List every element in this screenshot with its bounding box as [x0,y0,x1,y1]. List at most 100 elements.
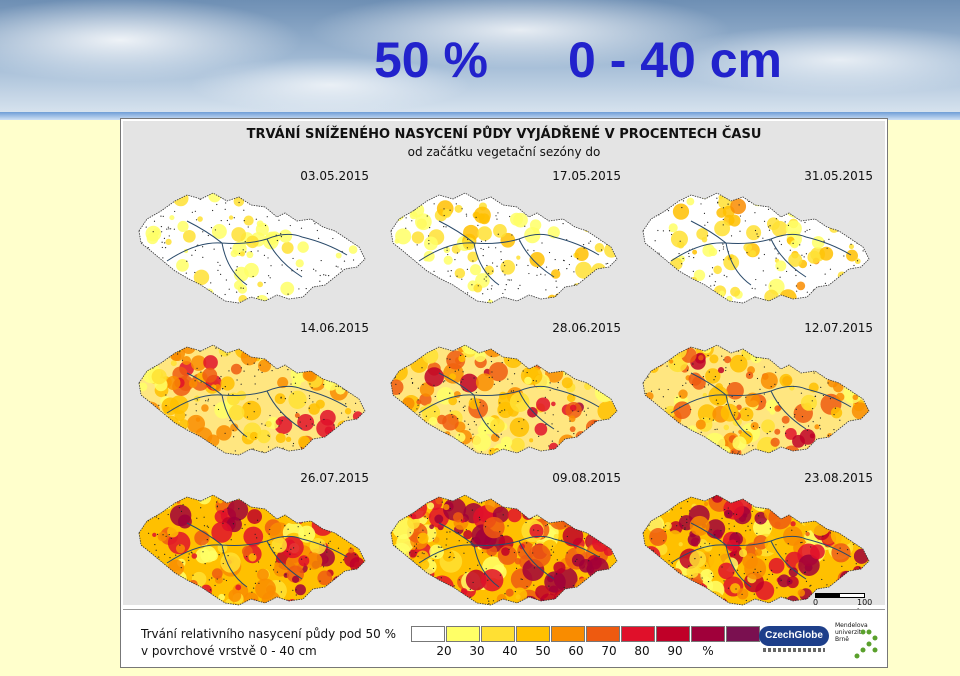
map-speckle [249,403,251,405]
map-speckle [449,358,451,360]
panel-date: 23.08.2015 [804,471,873,485]
map-speckle [266,216,268,218]
map-speckle [855,502,857,504]
map-speckle [274,351,276,353]
map-speckle [144,421,146,423]
map-speckle [613,268,615,270]
map-speckle [772,345,774,347]
map-patch [337,507,348,518]
map-speckle [487,579,489,581]
map-speckle [257,296,259,298]
map-speckle [257,250,259,252]
map-patch [838,204,848,213]
map-patch [653,577,675,600]
map-speckle [597,438,599,440]
map-speckle [323,300,325,302]
map-speckle [421,367,423,369]
map-speckle [156,533,159,535]
map-speckle [161,429,163,431]
map-patch [248,495,267,513]
map-patch [142,500,148,506]
map-patch [854,441,869,455]
map-speckle [488,299,491,301]
map-speckle [597,521,599,523]
map-speckle [568,263,571,266]
map-speckle [806,291,808,293]
map-speckle [257,398,259,400]
map-speckle [501,410,503,412]
map-speckle [191,552,193,554]
map-speckle [145,278,147,281]
map-patch [534,422,548,436]
map-patch [775,260,787,272]
map-patch [170,360,177,367]
map-speckle [722,207,725,209]
map-speckle [247,402,249,405]
map-patch [851,402,869,420]
map-speckle [700,431,702,433]
map-speckle [679,347,681,350]
map-speckle [431,592,434,595]
map-patch [724,509,733,519]
map-speckle [721,566,723,568]
map-patch [821,297,833,303]
map-patch [265,585,276,595]
map-speckle [185,414,187,416]
map-patch [535,585,549,600]
map-speckle [697,294,699,296]
map-speckle [422,383,424,386]
map-speckle [253,587,255,589]
map-speckle [174,210,176,213]
map-speckle [206,302,208,303]
map-patch [576,202,593,218]
map-speckle [488,603,490,605]
mendel-dots-icon [854,629,878,659]
map-speckle [775,371,777,373]
map-speckle [691,598,693,601]
map-speckle [156,210,159,212]
map-patch [594,509,600,515]
map-speckle [205,400,207,402]
map-speckle [155,562,157,564]
map-speckle [862,518,864,521]
map-speckle [405,593,408,596]
map-speckle [656,603,658,605]
map-patch [265,420,272,428]
map-speckle [247,363,249,365]
map-patch [348,547,355,554]
map-speckle [269,528,271,531]
map-patch [594,433,616,455]
map-speckle [577,258,579,260]
map-speckle [767,551,769,553]
map-speckle [769,225,771,227]
map-speckle [456,275,458,277]
map-speckle [328,275,330,277]
map-speckle [542,502,544,504]
map-speckle [792,242,794,244]
map-speckle [159,575,161,578]
map-patch [813,352,831,370]
map-patch [593,510,602,519]
map-patch [529,524,544,539]
map-patch [273,496,284,507]
map-speckle [439,593,441,595]
map-patch [443,503,450,511]
map-speckle [607,262,609,265]
map-speckle [833,414,835,416]
map-speckle [267,446,270,448]
map-speckle [295,453,297,455]
panel-date: 14.06.2015 [300,321,369,335]
map-speckle [728,383,731,385]
map-patch [784,427,797,440]
map-speckle [708,543,711,545]
map-patch [500,259,516,275]
map-speckle [285,574,287,576]
map-speckle [588,284,590,286]
map-speckle [756,377,759,380]
map-speckle [490,355,492,357]
map-patch [509,193,518,199]
map-patch [144,563,165,584]
map-speckle [544,274,546,276]
map-patch [319,495,334,504]
map-panel: 26.07.2015 [127,465,379,615]
